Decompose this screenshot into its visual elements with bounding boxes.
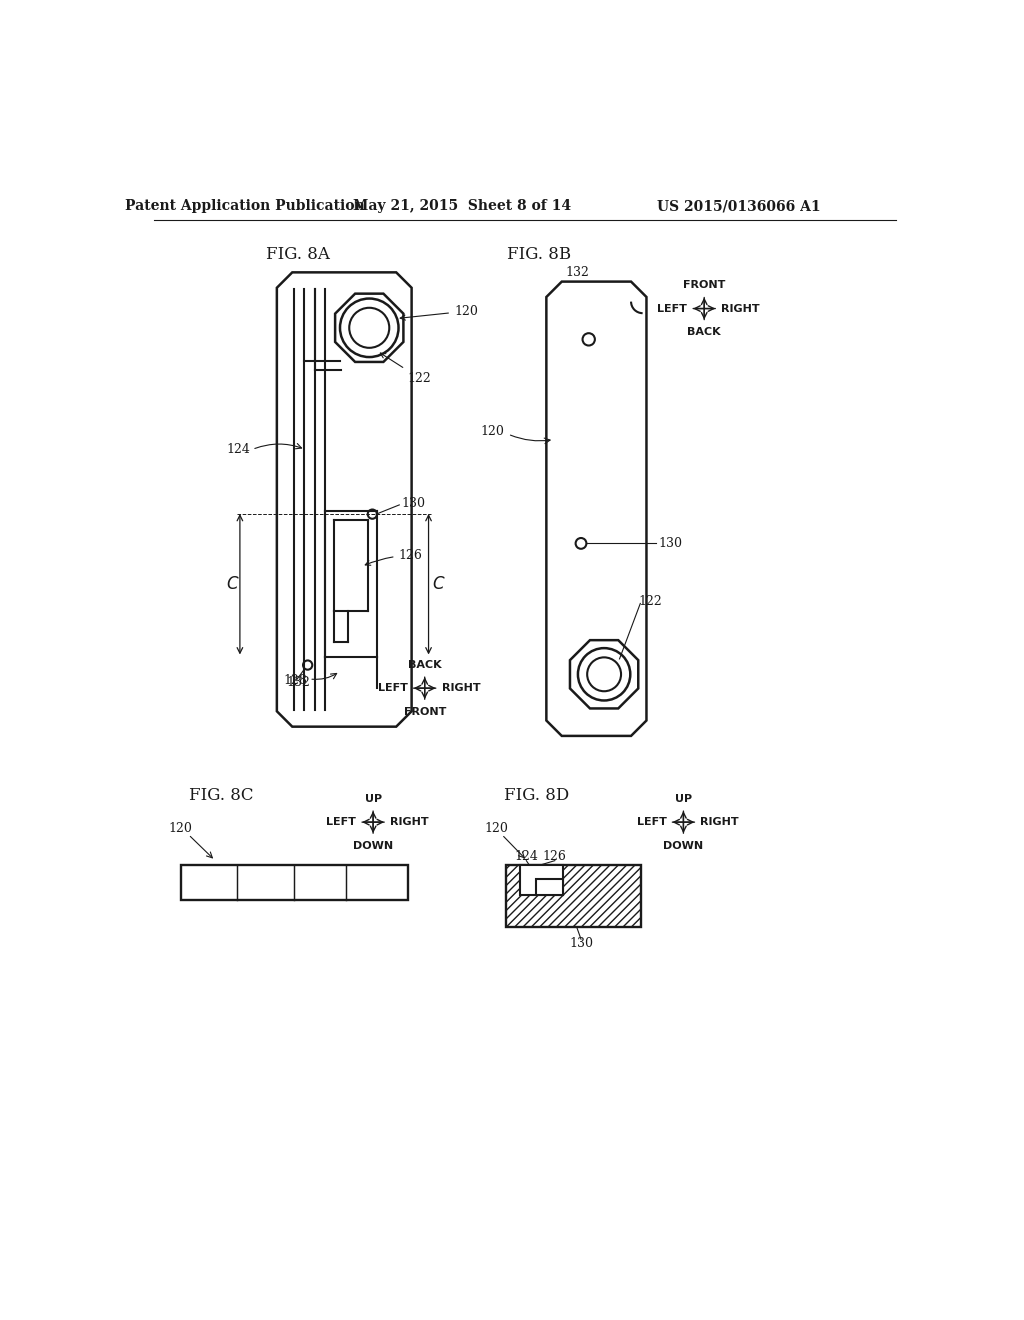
Text: 126: 126 — [366, 549, 422, 565]
Text: 126: 126 — [543, 850, 566, 862]
Text: Patent Application Publication: Patent Application Publication — [125, 199, 365, 213]
Bar — [536, 879, 562, 895]
Text: LEFT: LEFT — [378, 684, 408, 693]
Text: May 21, 2015  Sheet 8 of 14: May 21, 2015 Sheet 8 of 14 — [352, 199, 570, 213]
Text: FRONT: FRONT — [403, 706, 445, 717]
Text: 124: 124 — [226, 444, 250, 455]
Text: C: C — [226, 576, 238, 593]
Text: 120: 120 — [169, 822, 193, 834]
Text: FRONT: FRONT — [683, 280, 725, 290]
Text: FIG. 8A: FIG. 8A — [266, 246, 331, 263]
Text: 122: 122 — [380, 352, 431, 384]
Text: DOWN: DOWN — [664, 841, 703, 850]
Text: FIG. 8D: FIG. 8D — [505, 788, 569, 804]
Bar — [506, 866, 641, 927]
Text: 128: 128 — [284, 675, 307, 686]
Text: RIGHT: RIGHT — [700, 817, 739, 828]
Text: RIGHT: RIGHT — [441, 684, 480, 693]
Text: 132: 132 — [565, 265, 589, 279]
Text: 124: 124 — [514, 850, 539, 862]
Text: 120: 120 — [400, 305, 478, 321]
Text: BACK: BACK — [687, 327, 721, 337]
Bar — [520, 866, 562, 895]
Text: LEFT: LEFT — [637, 817, 667, 828]
Text: US 2015/0136066 A1: US 2015/0136066 A1 — [657, 199, 820, 213]
Text: RIGHT: RIGHT — [721, 304, 760, 314]
Text: LEFT: LEFT — [327, 817, 356, 828]
Text: C: C — [432, 576, 443, 593]
Text: BACK: BACK — [408, 660, 441, 669]
Bar — [180, 866, 408, 900]
Text: FIG. 8B: FIG. 8B — [507, 246, 570, 263]
Text: 130: 130 — [401, 496, 426, 510]
Text: 130: 130 — [658, 537, 682, 550]
Text: 120: 120 — [480, 425, 504, 438]
Text: FIG. 8C: FIG. 8C — [189, 788, 254, 804]
Text: 120: 120 — [484, 822, 508, 834]
Text: DOWN: DOWN — [353, 841, 393, 850]
Text: 122: 122 — [639, 594, 663, 607]
Text: UP: UP — [675, 793, 692, 804]
Text: 130: 130 — [569, 937, 593, 950]
Text: LEFT: LEFT — [657, 304, 687, 314]
Text: UP: UP — [365, 793, 382, 804]
Text: 132: 132 — [286, 676, 310, 689]
Text: RIGHT: RIGHT — [390, 817, 429, 828]
